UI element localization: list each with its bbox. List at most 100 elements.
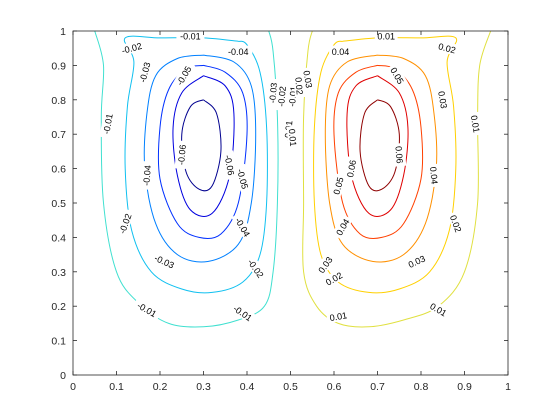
x-tick-label: 0.4 [240,381,255,393]
contour-label-background [139,161,154,190]
contour-label-background [447,210,466,237]
contour-label-text: -0.04 [228,47,249,57]
contour-label-background [274,81,289,111]
contour-line-neg0p04 [157,64,248,240]
contour-label-text: -0.01 [287,86,299,107]
contour-label-text: 0.06 [345,159,358,178]
contour-label-background [343,156,359,181]
x-tick-label: 0.1 [109,381,124,393]
contour-label-background [171,60,196,91]
contour-line-neg0p03 [143,54,257,263]
x-tick-label: 1 [505,381,511,393]
contour-label: 0.04 [329,45,352,57]
contour-label: -0.02 [274,81,289,111]
x-tick-label: 0.8 [414,381,429,393]
contour-label-text: 0.04 [332,47,350,57]
contour-label-background [224,45,253,57]
contour-label-background [222,150,238,180]
x-tick-label: 0.9 [457,381,472,393]
y-tick-label: 0.2 [51,301,66,313]
contour-label-background [231,211,255,242]
axis-ticks-group: 0 0.1 0.2 0.3 0.4 0.5 0.6 0.7 0.8 0.9 1 0 0.1 0.2 0.3 0… [51,26,511,393]
contour-line-0p04 [333,64,424,240]
contour-label-text: 0.01 [377,31,395,41]
contour-line-neg0p05 [172,75,235,217]
x-tick-label: 0.7 [370,381,385,393]
contour-label: 0.05 [329,173,347,199]
contour-label-text: 0.06 [393,146,404,164]
contour-line-0p03 [324,54,438,263]
contour-line-0p05 [346,75,409,217]
x-tick-label: 0.5 [283,381,298,393]
contour-label-background [174,140,189,170]
contour-label-background [329,173,347,199]
contour-label: -0.06 [174,140,189,170]
contour-label: 0.01 [286,125,300,150]
contour-label-text: 0.03 [436,90,449,109]
contour-label: -0.01 [176,30,205,42]
contour-label-background [403,251,430,271]
contour-label: 0.04 [428,163,441,188]
contour-label-text: 0.01 [469,114,482,133]
x-tick-label: 0 [70,381,76,393]
x-tick-label: 0.3 [196,381,211,393]
contour-label: -0.01 [99,109,116,139]
contour-label-background [176,30,205,42]
contour-label-background [428,163,441,188]
contour-label-text: -0.04 [141,165,153,186]
y-tick-label: 0.6 [51,164,66,176]
contour-label-background [374,30,398,42]
contour-label: -0.04 [224,45,253,57]
y-tick-label: 0.9 [51,60,66,72]
contour-label-background [434,39,460,56]
contour-label: 0.03 [435,87,451,112]
x-tick-label: 0.2 [153,381,168,393]
contour-label-background [293,74,307,98]
contour-label: -0.06 [222,150,238,180]
contour-label-text: -0.01 [180,31,201,41]
contour-line-0p01 [302,30,492,328]
contour-label-background [329,45,352,57]
contour-label-text: 0.04 [428,166,439,184]
x-tick-label: 0.6 [327,381,342,393]
contour-label-background [149,250,180,272]
contour-label-background [313,252,336,278]
contour-label-background [114,208,135,239]
contour-label-background [228,300,258,326]
contour-label: 0.01 [374,30,398,42]
contour-label-background [387,62,408,89]
contour-label-text: 0.05 [331,176,345,196]
contour-label-background [243,253,269,283]
contour-label-text: -0.03 [267,82,279,103]
contour-label-background [286,125,300,150]
contour-label-text: 0.01 [329,310,348,323]
contour-line-neg0p06 [181,99,222,192]
y-tick-label: 0.5 [51,198,66,210]
contour-label-text: -0.02 [276,86,288,107]
contour-label-background [234,163,253,194]
contour-label-text: -0.06 [176,144,188,165]
y-tick-label: 0.4 [51,232,66,244]
contour-label-background [326,308,351,324]
y-tick-label: 0.7 [51,129,66,141]
y-tick-label: 0.8 [51,95,66,107]
contour-label-background [468,111,484,136]
contour-label-background [135,57,154,88]
contour-labels-group: -0.01-0.02-0.03-0.04-0.05-0.03-0.02 -0.01… [99,30,484,326]
contour-label: -0.04 [139,161,154,190]
contour-label-background [132,297,163,321]
contour-label-background [393,142,407,167]
contour-label-text: -0.06 [223,154,236,176]
contour-label-background [331,214,353,240]
contour-label-text: 0.01 [287,128,298,146]
contour-label: 0.06 [393,142,407,167]
contour-label: 0.02 [293,74,307,98]
contour-label-text: -0.01 [101,113,114,135]
contour-line-0p06 [359,99,400,192]
contour-label-text: 0.02 [293,77,304,95]
contour-label: 0.01 [468,111,484,136]
contour-label: 0.01 [326,308,351,324]
contour-label-background [321,267,347,289]
contour-label-text: 0.02 [437,41,457,55]
